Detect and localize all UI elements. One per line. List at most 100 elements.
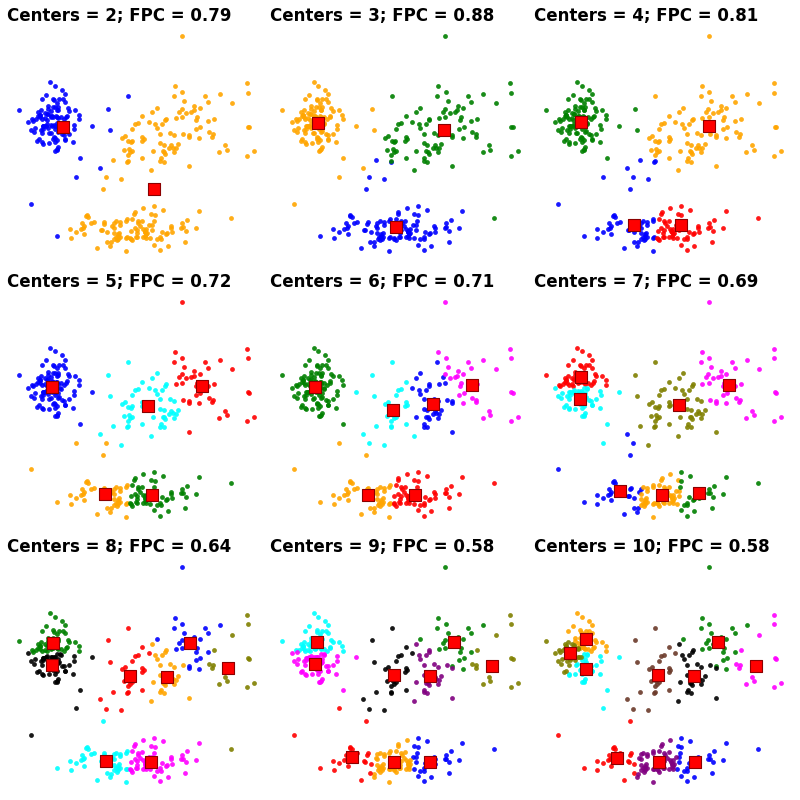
Point [432,611,445,624]
Point [314,143,327,156]
Point [448,371,461,384]
Point [308,126,321,139]
Point [568,102,581,115]
Point [140,226,153,239]
Point [414,387,426,400]
Point [45,642,58,654]
Point [126,400,138,413]
Point [594,118,607,131]
Point [309,641,322,654]
Point [150,653,163,666]
Point [305,107,318,120]
Point [578,386,591,399]
Point [51,642,64,654]
Point [130,230,143,243]
Point [451,365,464,378]
Point [562,635,574,648]
Point [392,118,405,130]
Point [49,633,62,646]
Point [314,116,327,129]
Point [310,642,322,654]
Point [374,499,387,512]
Point [94,489,107,502]
Point [158,411,170,424]
Point [34,108,46,121]
Point [147,481,160,494]
Point [308,384,321,397]
Point [708,214,721,226]
Point [410,750,422,763]
Point [290,380,303,393]
Point [314,495,327,508]
Point [578,369,591,382]
Point [341,222,354,234]
Point [695,80,708,93]
Point [154,669,167,682]
Point [670,485,682,498]
Point [140,488,153,501]
Point [124,231,137,244]
Point [418,127,430,140]
Point [627,767,640,780]
Point [402,226,414,239]
Point [300,120,313,133]
Point [134,751,146,764]
Point [426,407,439,420]
Point [627,218,640,231]
Point [575,402,588,414]
Point [63,754,76,767]
Point [702,487,714,500]
Point [688,670,701,682]
Point [39,620,52,633]
Point [202,657,215,670]
Point [362,747,374,760]
Point [136,683,149,696]
Point [653,388,666,401]
Point [190,487,202,500]
Point [377,496,390,509]
Point [388,232,401,245]
Point [671,474,684,486]
Point [47,396,60,409]
Point [586,110,599,123]
Point [431,411,444,424]
Point [173,105,186,118]
Point [675,474,688,487]
Point [179,767,192,780]
Point [122,414,134,427]
Point [51,377,64,390]
Point [639,226,652,239]
Point [440,221,453,234]
Point [321,113,334,126]
Point [684,686,697,699]
Point [106,419,119,432]
Point [453,388,466,401]
Point [571,110,584,123]
Point [294,134,307,147]
Point [579,125,592,138]
Point [76,217,89,230]
Point [626,436,639,449]
Point [314,110,326,122]
Point [424,493,437,506]
Point [38,638,51,650]
Point [46,642,59,654]
Point [572,642,585,655]
Point [666,497,679,510]
Point [135,400,148,413]
Point [658,382,670,395]
Point [122,149,134,162]
Point [561,376,574,389]
Point [484,674,497,687]
Point [685,138,698,151]
Point [641,762,654,774]
Point [686,494,699,506]
Point [404,758,417,770]
Point [574,358,586,371]
Point [104,239,117,252]
Point [634,748,647,761]
Point [121,155,134,168]
Point [58,665,71,678]
Point [169,80,182,93]
Point [708,745,721,758]
